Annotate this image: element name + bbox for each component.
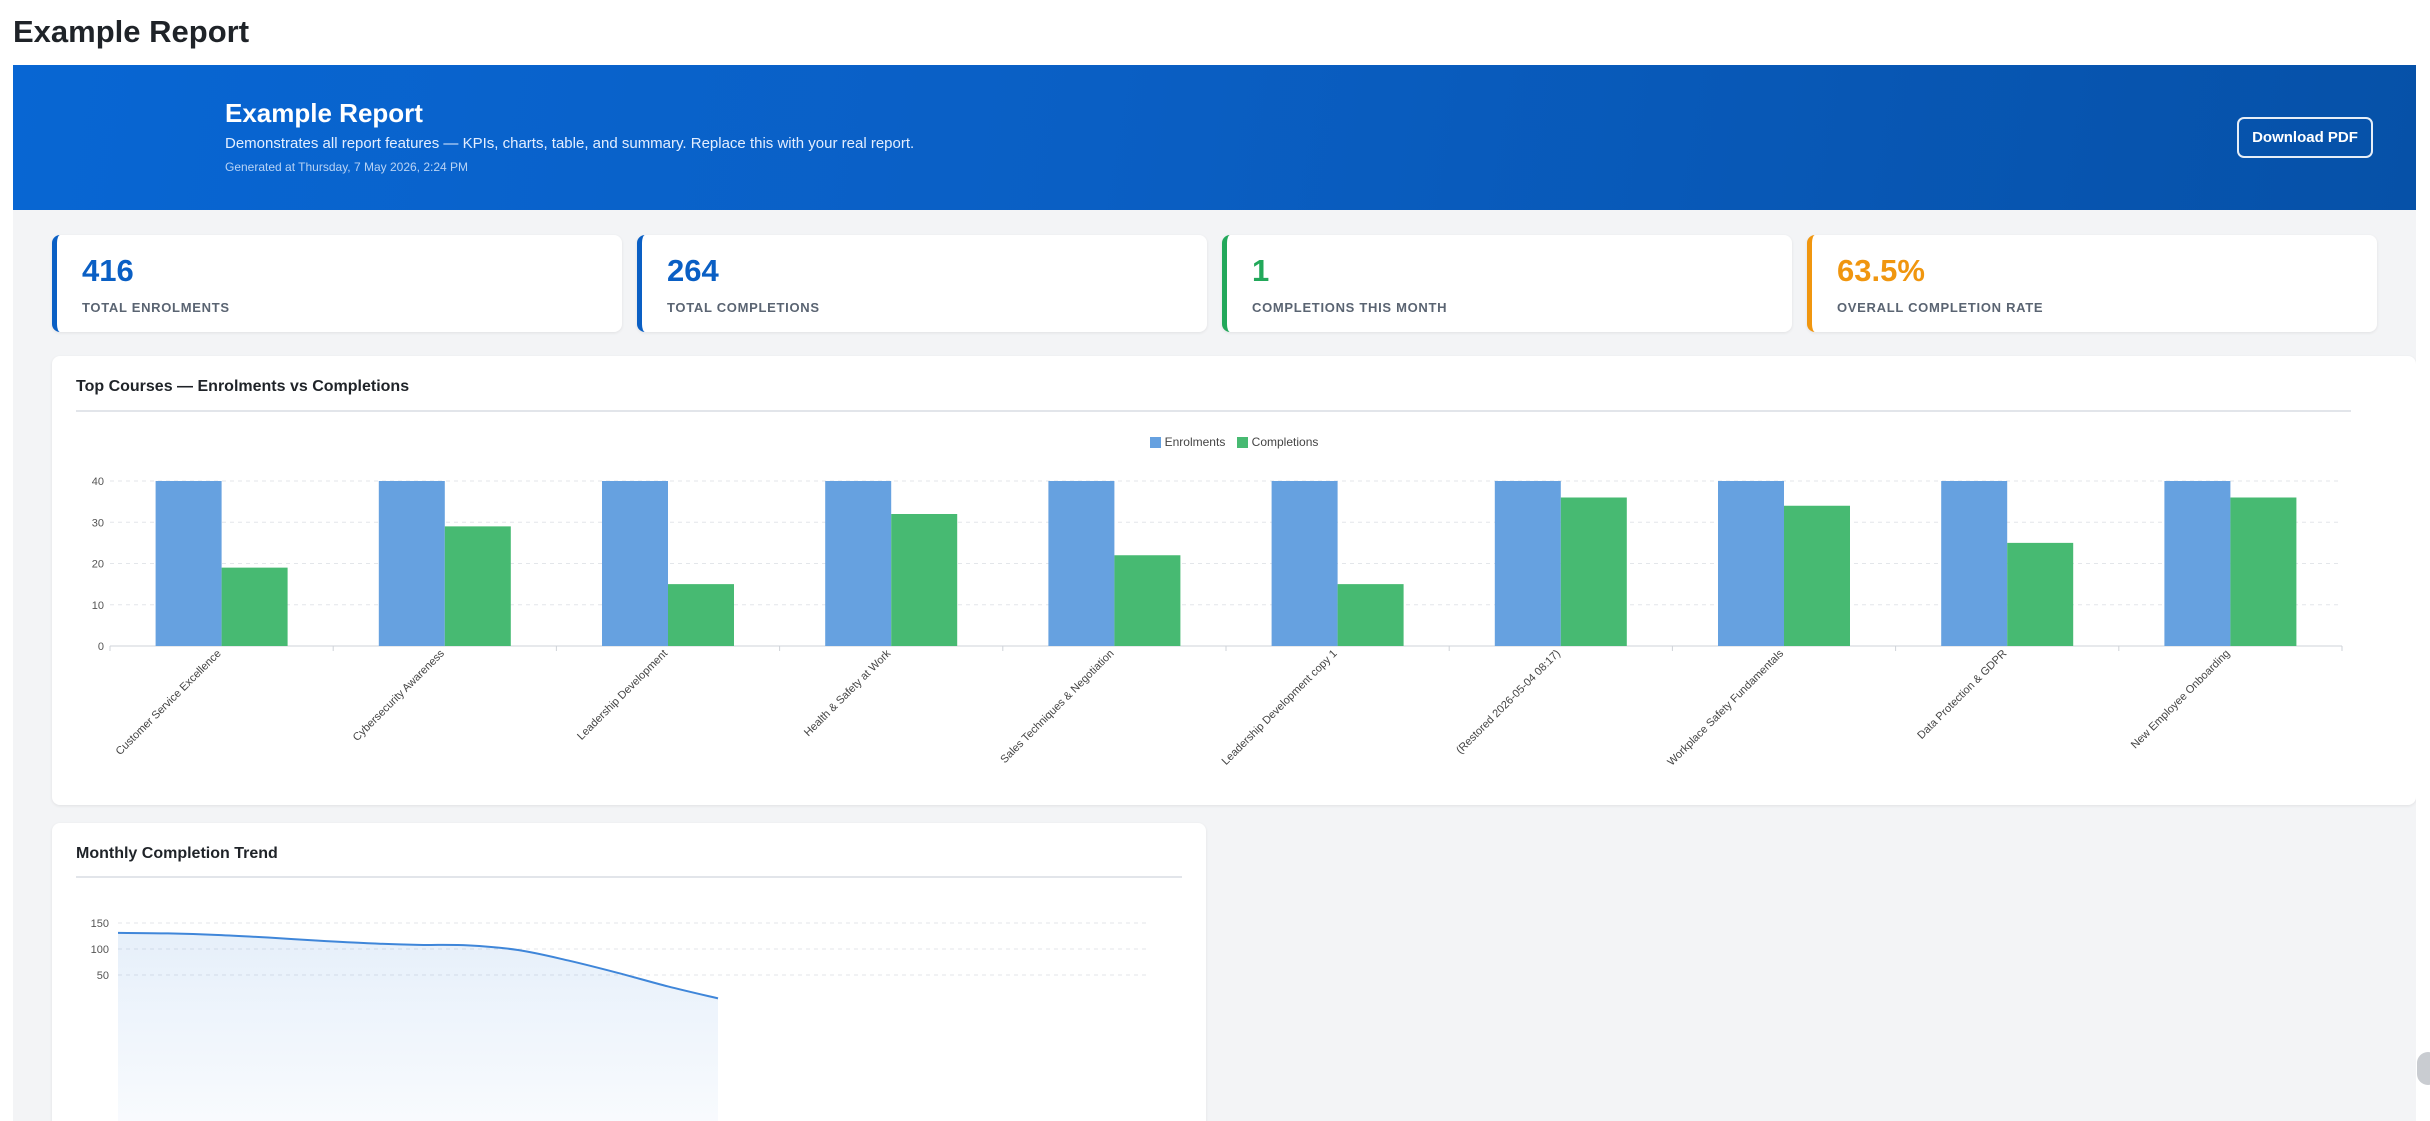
bar-chart: 0 10 20 30 40 Customer Service Excellence Cybe…	[92, 476, 2343, 768]
kpi-label: TOTAL COMPLETIONS	[667, 300, 820, 315]
bar	[1718, 481, 1784, 646]
x-tick-label: New Employee Onboarding	[2129, 648, 2233, 752]
kpi-card-total-enrolments: 416 TOTAL ENROLMENTS	[52, 235, 622, 332]
bar	[2230, 497, 2297, 646]
bar	[378, 481, 445, 646]
bar	[221, 567, 288, 646]
page-title: Example Report	[13, 14, 250, 49]
bar	[891, 514, 958, 646]
x-tick-label: Health & Safety at Work	[802, 647, 894, 739]
report-container: Example Report Demonstrates all report f…	[13, 65, 2416, 1121]
generated-timestamp: Generated at Thursday, 7 May 2026, 2:24 …	[225, 160, 469, 174]
y-tick-label: 30	[92, 517, 104, 529]
kpi-card-total-completions: 264 TOTAL COMPLETIONS	[637, 235, 1207, 332]
bar	[155, 481, 222, 646]
legend-label: Completions	[1251, 435, 1319, 449]
bar	[444, 526, 511, 646]
kpi-card-overall-completion-rate: 63.5% OVERALL COMPLETION RATE	[1807, 235, 2377, 332]
chart-legend: Enrolments Completions	[52, 435, 2416, 451]
kpi-value: 416	[82, 253, 134, 288]
download-pdf-button[interactable]: Download PDF	[2237, 117, 2373, 158]
x-tick-label: Customer Service Excellence	[114, 648, 224, 758]
y-tick-label: 20	[92, 559, 104, 571]
y-tick-label: 50	[97, 970, 109, 982]
y-tick-label: 100	[91, 944, 109, 956]
report-header-banner: Example Report Demonstrates all report f…	[13, 65, 2416, 210]
legend-item-enrolments[interactable]: Enrolments	[1149, 435, 1226, 449]
bar	[1114, 555, 1181, 646]
bar	[1941, 481, 2008, 646]
report-description: Demonstrates all report features — KPIs,…	[225, 135, 915, 152]
bar	[668, 584, 734, 646]
x-tick-label: Workplace Safety Fundamentals	[1665, 647, 1786, 768]
monthly-trend-chart-card: Monthly Completion Trend 50 100 150	[52, 823, 1206, 1121]
bar	[1784, 505, 1850, 646]
x-tick-label: Leadership Development	[575, 648, 670, 743]
divider	[76, 410, 2351, 412]
top-courses-chart-card: Top Courses — Enrolments vs Completions …	[52, 356, 2416, 805]
legend-swatch	[1149, 436, 1161, 448]
kpi-label: TOTAL ENROLMENTS	[82, 300, 230, 315]
bar	[2164, 481, 2231, 646]
x-tick-label: Cybersecurity Awareness	[351, 647, 447, 743]
divider	[76, 876, 1182, 878]
x-tick-label: (Restored 2026-05-04 08:17)	[1454, 648, 1563, 757]
line-chart: 50 100 150	[91, 918, 1148, 1121]
area-fill	[118, 932, 718, 1121]
bar	[1271, 481, 1338, 646]
report-title: Example Report	[225, 98, 423, 128]
bar	[1494, 481, 1561, 646]
kpi-value: 1	[1252, 253, 1270, 288]
y-tick-label: 0	[98, 641, 104, 653]
y-tick-label: 10	[92, 600, 104, 612]
bar	[1337, 584, 1404, 646]
bar	[602, 481, 668, 646]
bar	[2007, 542, 2074, 646]
kpi-value: 63.5%	[1837, 253, 1925, 288]
legend-item-completions[interactable]: Completions	[1236, 435, 1319, 449]
kpi-label: COMPLETIONS THIS MONTH	[1252, 300, 1448, 315]
kpi-row: 416 TOTAL ENROLMENTS 264 TOTAL COMPLETIO…	[52, 235, 2416, 332]
x-tick-label: Sales Techniques & Negotiation	[998, 648, 1116, 766]
bar	[825, 481, 892, 646]
legend-label: Enrolments	[1164, 435, 1226, 449]
kpi-value: 264	[667, 253, 719, 288]
scrollbar-thumb[interactable]	[2417, 1052, 2430, 1085]
chart-title: Monthly Completion Trend	[76, 845, 278, 862]
y-tick-label: 40	[92, 476, 104, 488]
kpi-label: OVERALL COMPLETION RATE	[1837, 300, 2044, 315]
x-tick-label: Data Protection & GDPR	[1915, 648, 2009, 742]
x-tick-label: Leadership Development copy 1	[1220, 648, 1340, 768]
chart-title: Top Courses — Enrolments vs Completions	[76, 378, 410, 395]
bar	[1048, 481, 1115, 646]
legend-swatch	[1236, 436, 1248, 448]
trend-line	[117, 931, 719, 1000]
kpi-card-completions-this-month: 1 COMPLETIONS THIS MONTH	[1222, 235, 1792, 332]
bar	[1560, 497, 1627, 646]
y-tick-label: 150	[91, 918, 109, 930]
